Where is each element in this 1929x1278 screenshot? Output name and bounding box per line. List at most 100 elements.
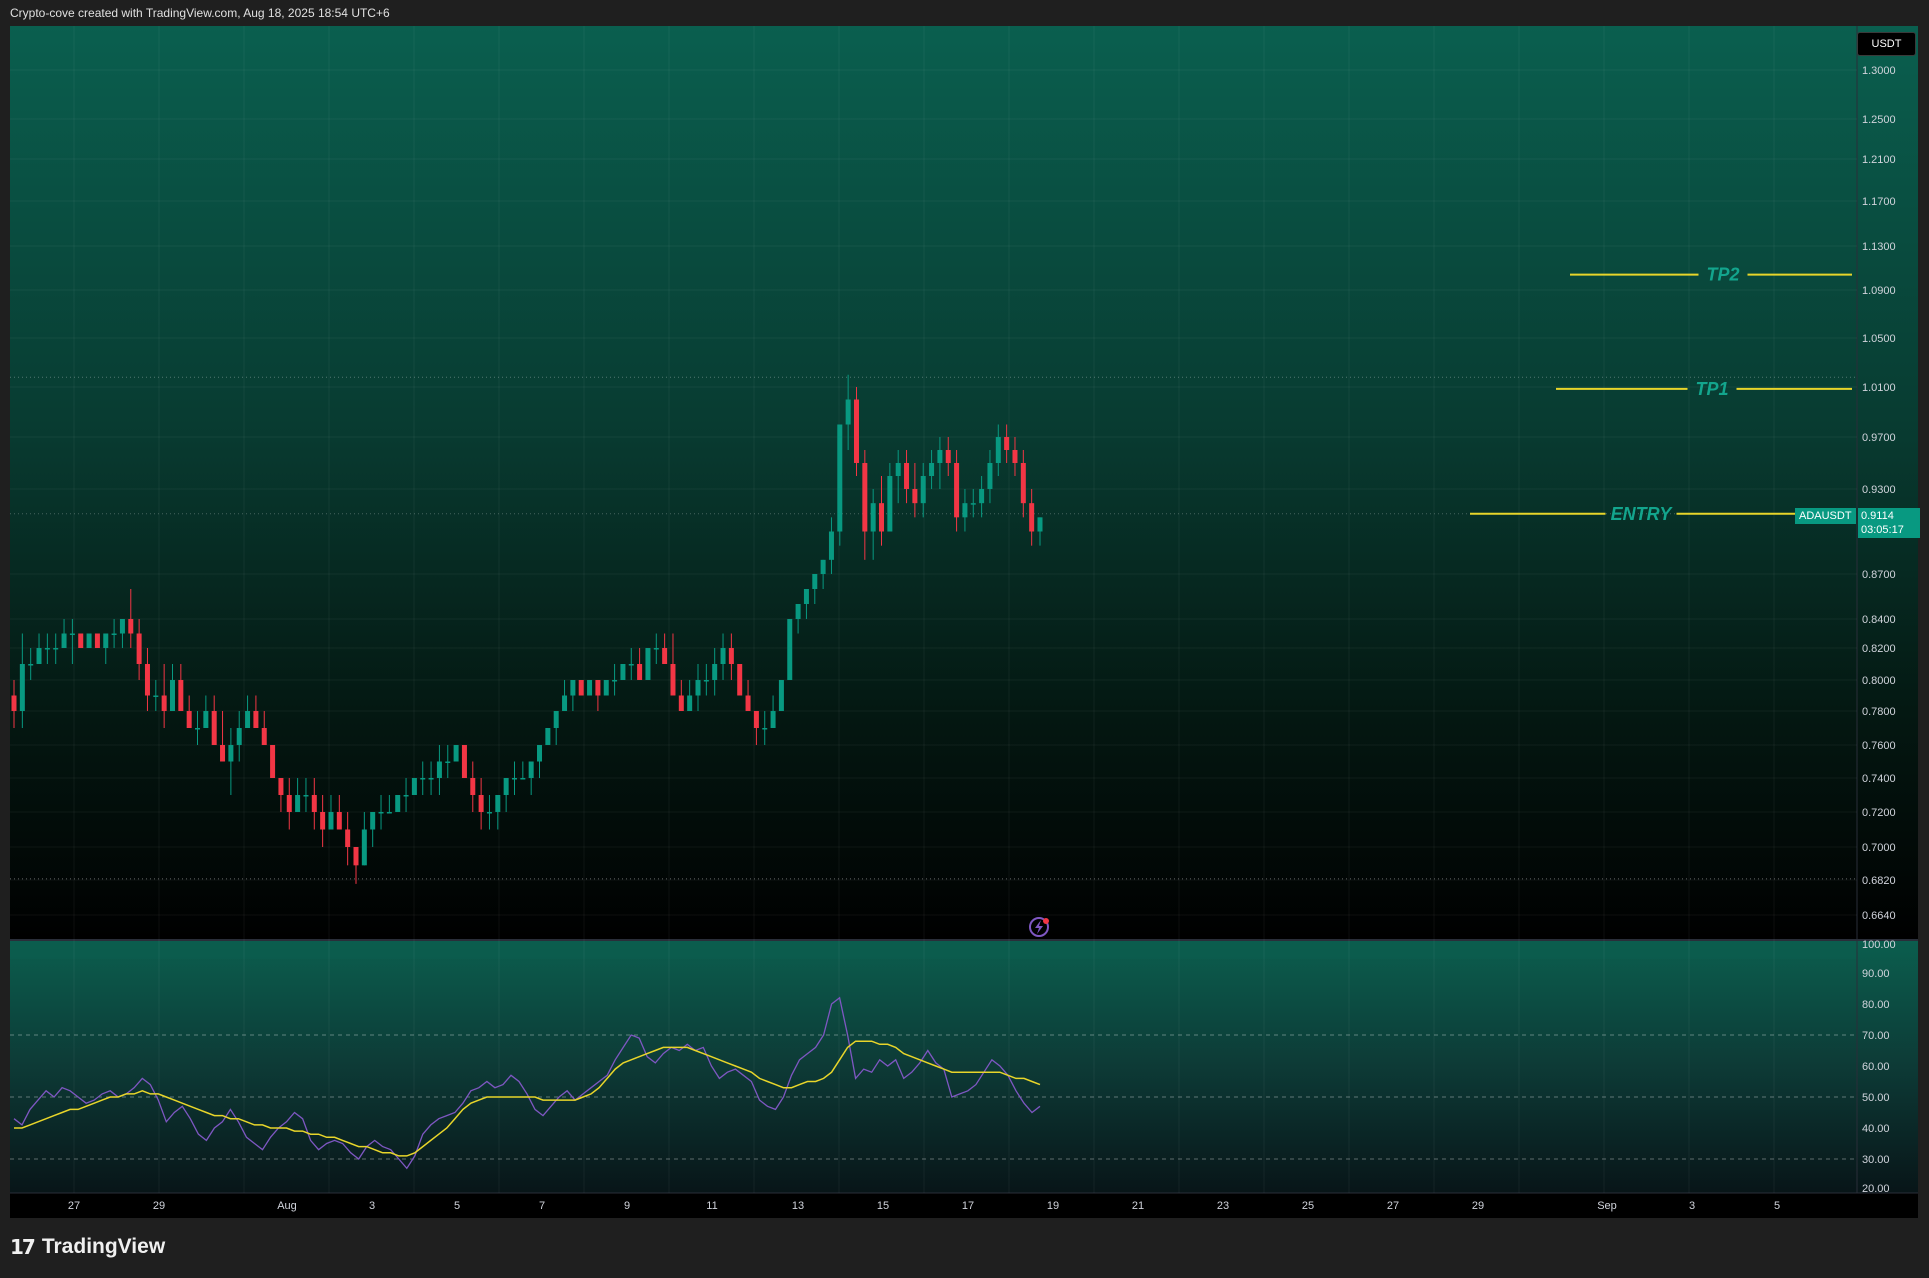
time-tick-label: 27	[1387, 1200, 1399, 1212]
candle-body	[570, 680, 576, 696]
tradingview-mark-icon: 17	[10, 1235, 36, 1259]
rsi-tick-label: 70.00	[1862, 1030, 1890, 1042]
candle-body	[945, 450, 951, 463]
candle-body	[270, 745, 276, 778]
tradingview-logo[interactable]: 17 TradingView	[10, 1235, 165, 1259]
candle-body	[1029, 503, 1035, 532]
currency-badge[interactable]: USDT	[1857, 32, 1916, 56]
candle-body	[678, 695, 684, 711]
candle-body	[1020, 463, 1026, 504]
rsi-tick-label: 50.00	[1862, 1092, 1890, 1104]
candle-body	[428, 778, 434, 780]
price-tick-label: 1.0900	[1862, 285, 1896, 297]
price-tick-label: 1.1300	[1862, 241, 1896, 253]
candle-body	[361, 829, 367, 866]
time-tick-label: 21	[1132, 1200, 1144, 1212]
chart-caption: Crypto-cove created with TradingView.com…	[10, 6, 390, 20]
symbol-badge: ADAUSDT	[1795, 508, 1856, 524]
candle-body	[486, 812, 492, 814]
rsi-axis[interactable]: 100.00 90.00 80.00 70.00 60.00 50.00 40.00 30.0…	[1862, 939, 1896, 1195]
candle-body	[728, 648, 734, 664]
price-tick-label: 1.2500	[1862, 114, 1896, 126]
rsi-pane[interactable]	[10, 941, 1918, 1193]
rsi-line	[13, 996, 1041, 1170]
candle-body	[862, 463, 868, 532]
candle-body	[995, 437, 1001, 463]
price-tick-label: 1.1700	[1862, 196, 1896, 208]
time-tick-label: Sep	[1597, 1200, 1617, 1212]
candle-body	[111, 633, 117, 635]
rsi-tick-label: 60.00	[1862, 1061, 1890, 1073]
time-tick-label: Aug	[277, 1200, 297, 1212]
candle-body	[687, 695, 693, 711]
rsi-tick-label: 80.00	[1862, 999, 1890, 1011]
candle-body	[503, 778, 509, 795]
price-axis[interactable]: 1.3000 1.2500 1.2100 1.1700 1.1300 1.0900 1.05…	[1862, 65, 1896, 922]
flash-icon[interactable]	[1029, 917, 1049, 937]
candle-body	[44, 648, 50, 650]
candle-body	[470, 778, 476, 795]
candle-body	[303, 795, 309, 797]
candle-body	[436, 761, 442, 778]
candle-body	[553, 711, 559, 728]
price-tick-label: 0.7200	[1862, 807, 1896, 819]
time-tick-label: 3	[369, 1200, 375, 1212]
price-pane[interactable]	[10, 26, 1918, 940]
tp2-label: TP2	[1706, 265, 1739, 285]
candle-body	[803, 589, 809, 604]
price-tick-label: 1.0500	[1862, 333, 1896, 345]
candle-body	[295, 795, 301, 812]
candle-body	[520, 778, 526, 780]
candle-body	[929, 463, 935, 476]
candle-body	[136, 633, 142, 664]
candle-body	[628, 664, 634, 666]
candle-body	[662, 648, 668, 664]
candle-body	[695, 680, 701, 696]
candle-body	[562, 695, 568, 711]
candle-body	[778, 680, 784, 711]
candle-body	[286, 795, 292, 812]
candle-body	[53, 648, 59, 650]
time-tick-label: 7	[539, 1200, 545, 1212]
candle-body	[620, 664, 626, 680]
candle-body	[578, 680, 584, 696]
candle-body	[228, 745, 234, 762]
candle-body	[420, 778, 426, 780]
time-tick-label: 3	[1689, 1200, 1695, 1212]
time-tick-label: 15	[877, 1200, 889, 1212]
time-tick-label: 9	[624, 1200, 630, 1212]
candle-body	[1037, 517, 1043, 532]
rsi-tick-label: 30.00	[1862, 1154, 1890, 1166]
candle-body	[845, 399, 851, 425]
candle-body	[19, 664, 25, 711]
candle-body	[595, 680, 601, 696]
candle-body	[537, 745, 543, 762]
candle-body	[895, 463, 901, 476]
price-tick-label: 0.6820	[1862, 875, 1896, 887]
candle-body	[153, 695, 159, 697]
price-tick-label: 1.3000	[1862, 65, 1896, 77]
candle-body	[787, 619, 793, 680]
candle-body	[453, 745, 459, 762]
candle-body	[36, 648, 42, 664]
rsi-tick-label: 20.00	[1862, 1183, 1890, 1195]
gridlines	[10, 26, 1857, 1193]
candle-body	[745, 695, 751, 711]
price-tick-label: 0.7800	[1862, 706, 1896, 718]
candle-body	[336, 812, 342, 830]
rsi-tick-label: 100.00	[1862, 939, 1896, 951]
time-axis[interactable]: 27 29 Aug 3 5 7 9 11 13 15 17 19 21 23 25 27 29 Sep 3 5	[68, 1200, 1780, 1212]
candle-body	[478, 795, 484, 812]
last-price-badge: 0.9114 03:05:17	[1858, 508, 1920, 538]
price-tick-label: 0.7400	[1862, 773, 1896, 785]
candle-body	[353, 847, 359, 866]
candle-body	[612, 680, 618, 682]
candle-body	[245, 711, 251, 728]
candle-body	[495, 795, 501, 812]
candle-body	[820, 559, 826, 574]
candle-body	[236, 728, 242, 745]
candle-body	[670, 664, 676, 696]
candle-body	[461, 745, 467, 778]
price-tick-label: 0.7600	[1862, 740, 1896, 752]
